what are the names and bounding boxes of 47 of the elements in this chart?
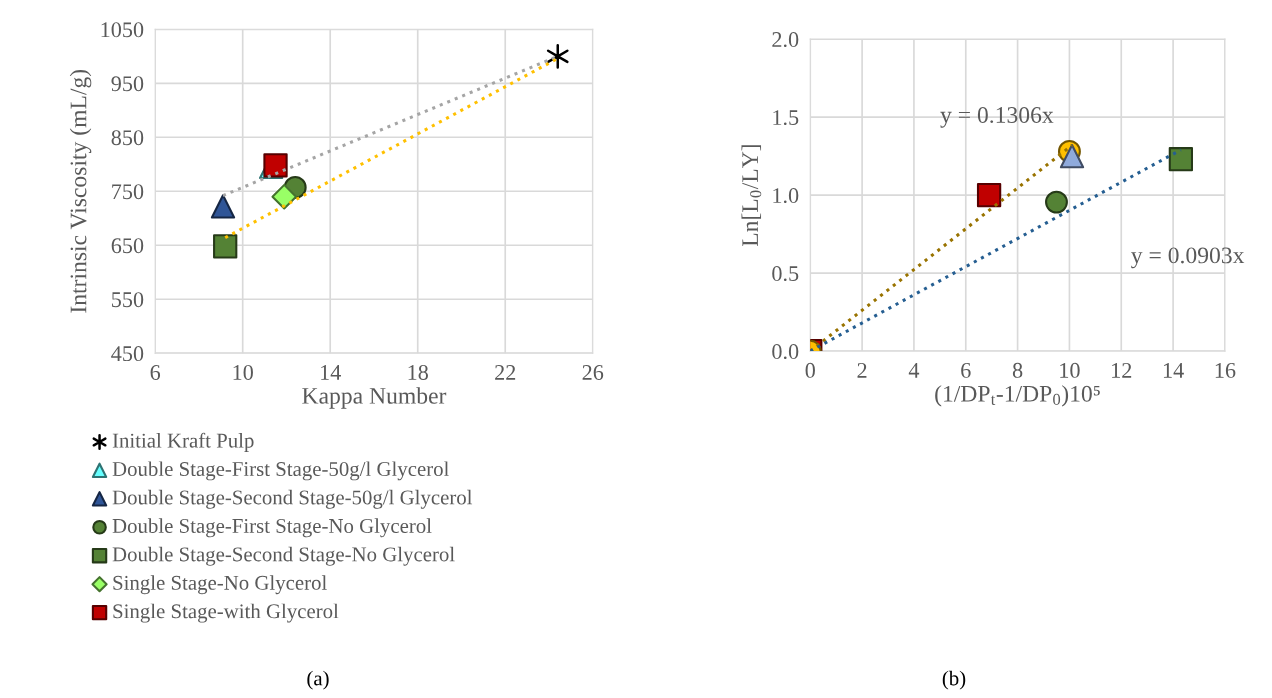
text: (b)	[942, 670, 966, 690]
annotation: y = 0.0903x	[1131, 247, 1245, 269]
point	[213, 234, 238, 259]
y-tick-label: 550	[112, 292, 144, 308]
legend-label: Double Stage-Second Stage-No Glycerol	[112, 546, 455, 566]
x-tick-label: 6	[150, 365, 161, 380]
y-axis-title: Ln[L$_{0}$/LY]	[741, 145, 762, 247]
y-tick-label: 950	[111, 76, 144, 92]
y-tick-label: 1050	[101, 22, 144, 38]
legend-label: Double Stage-Second Stage-50g/l Glycerol	[112, 489, 473, 509]
y-tick-label: 1.5	[773, 110, 799, 126]
x-axis-title: Kappa Number	[302, 387, 447, 409]
x-tick-label: 10	[1060, 362, 1080, 378]
x-tick-label: 22	[495, 365, 516, 380]
x-tick-label: 16	[1215, 362, 1236, 378]
point	[546, 43, 569, 69]
x-tick-label: 18	[408, 364, 428, 380]
y-tick-label: 2.0	[772, 32, 799, 48]
point	[210, 194, 236, 219]
x-tick-label: 4	[908, 363, 920, 378]
x-axis-title: (1/DP$_{t}$-1/DP$_{0}$)10⁵	[935, 385, 1100, 407]
y-tick-label: 850	[111, 130, 144, 146]
x-tick-label: 26	[582, 365, 604, 380]
point	[271, 183, 298, 210]
y-tick-label: 750	[112, 184, 144, 200]
legend-label: Initial Kraft Pulp	[112, 432, 254, 452]
point	[263, 153, 288, 178]
x-tick-label: 14	[321, 365, 341, 380]
y-tick-label: 650	[111, 238, 144, 254]
text: (a)	[307, 670, 329, 690]
y-axis-title: Intrinsic Viscosity (mL/g)	[69, 69, 92, 313]
legend-label: Single Stage-with Glycerol	[113, 603, 339, 623]
legend-label: Double Stage-First Stage-No Glycerol	[112, 518, 432, 538]
x-tick-label: 10	[233, 364, 253, 380]
x-tick-label: 8	[1012, 362, 1023, 378]
y-tick-label: 0.5	[772, 266, 799, 282]
x-tick-label: 0	[805, 362, 815, 378]
y-tick-label: 450	[111, 346, 144, 362]
x-tick-label: 12	[1112, 362, 1132, 378]
x-tick-label: 14	[1163, 362, 1184, 378]
y-tick-label: 0.0	[772, 344, 799, 360]
legend-label: Single Stage-No Glycerol	[113, 575, 327, 595]
x-tick-label: 6	[961, 362, 971, 378]
x-tick-label: 2	[857, 362, 867, 378]
legend-label: Double Stage-First Stage-50g/l Glycerol	[112, 461, 449, 481]
y-tick-label: 1.0	[773, 188, 799, 204]
annotation: y = 0.1306x	[940, 107, 1054, 128]
